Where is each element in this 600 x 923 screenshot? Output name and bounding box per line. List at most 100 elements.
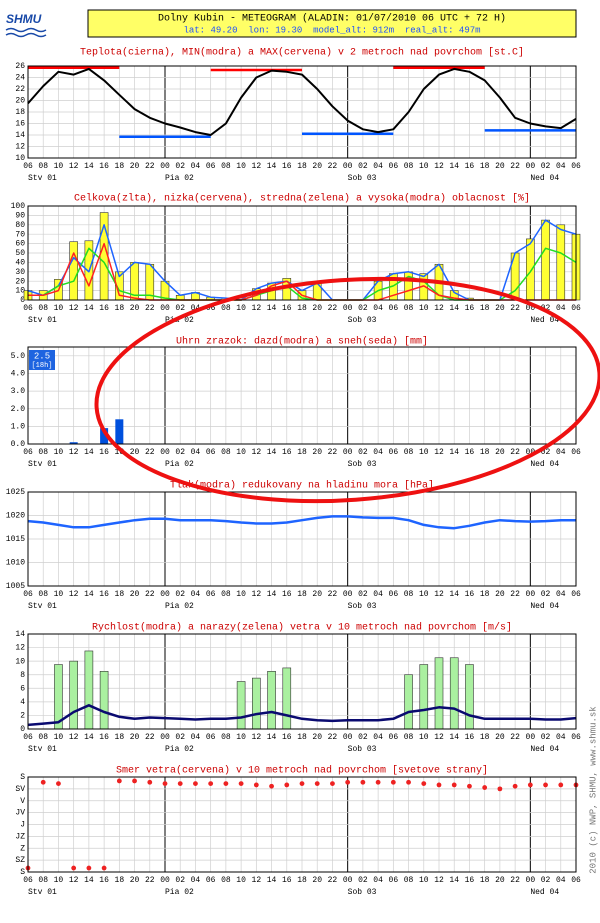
dot [314, 781, 320, 786]
header-title: Dolny Kubin - METEOGRAM (ALADIN: 01/07/2… [158, 13, 506, 25]
x-tick-label: 12 [69, 876, 79, 885]
x-tick-label: 14 [267, 304, 277, 313]
day-label: Stv 01 [28, 316, 57, 325]
dot [223, 781, 229, 786]
x-tick-label: 06 [23, 162, 33, 171]
y-tick-label: S [20, 773, 25, 782]
bar [115, 419, 124, 444]
x-tick-label: 16 [99, 590, 109, 599]
x-tick-label: 10 [54, 162, 64, 171]
y-tick-label: JV [15, 809, 25, 818]
y-tick-label: 30 [15, 268, 25, 277]
dot [360, 779, 366, 785]
x-tick-label: 12 [434, 304, 444, 313]
x-tick-label: 00 [160, 733, 170, 742]
x-tick-label: 08 [404, 590, 414, 599]
x-tick-label: 12 [434, 590, 444, 599]
y-tick-label: 12 [15, 143, 25, 152]
x-tick-label: 14 [449, 304, 459, 313]
dot [558, 782, 564, 788]
day-label: Stv 01 [28, 602, 57, 611]
x-tick-label: 18 [115, 876, 125, 885]
x-tick-label: 10 [236, 733, 246, 742]
x-tick-label: 12 [252, 304, 262, 313]
x-tick-label: 14 [267, 876, 277, 885]
x-tick-label: 08 [38, 733, 48, 742]
x-tick-label: 20 [130, 876, 140, 885]
x-tick-label: 10 [236, 590, 246, 599]
x-tick-label: 22 [328, 590, 338, 599]
x-tick-label: 22 [328, 304, 338, 313]
y-tick-label: 12 [15, 644, 25, 653]
x-tick-label: 08 [404, 162, 414, 171]
day-label: Stv 01 [28, 460, 57, 469]
x-tick-label: 06 [23, 304, 33, 313]
x-tick-label: 16 [282, 876, 292, 885]
dot [208, 781, 214, 786]
y-tick-label: 16 [15, 120, 25, 129]
x-tick-label: 22 [328, 448, 338, 457]
x-tick-label: 02 [358, 304, 368, 313]
bar [99, 671, 109, 730]
x-tick-label: 14 [267, 590, 277, 599]
x-tick-label: 02 [358, 162, 368, 171]
day-label: Sob 03 [348, 316, 377, 325]
x-tick-label: 08 [404, 733, 414, 742]
dot [451, 782, 457, 788]
day-label: Stv 01 [28, 745, 57, 754]
x-tick-label: 22 [328, 162, 338, 171]
x-tick-label: 06 [389, 162, 399, 171]
day-label: Pia 02 [165, 174, 194, 183]
chart-title: Uhrn zrazok: dazd(modra) a sneh(seda) [m… [176, 336, 428, 348]
y-tick-label: 1015 [6, 535, 25, 544]
chart-title: Tlak(modra) redukovany na hladinu mora [… [170, 480, 434, 492]
y-tick-label: JZ [15, 832, 25, 841]
day-label: Stv 01 [28, 174, 57, 183]
x-tick-label: 20 [495, 876, 505, 885]
x-tick-label: 04 [556, 590, 566, 599]
x-tick-label: 10 [419, 590, 429, 599]
day-label: Ned 04 [530, 745, 559, 754]
x-tick-label: 16 [465, 162, 475, 171]
x-tick-label: 14 [449, 733, 459, 742]
x-tick-label: 02 [175, 590, 185, 599]
annotation: [18h] [31, 362, 52, 370]
y-tick-label: 2 [20, 712, 25, 721]
x-tick-label: 04 [556, 304, 566, 313]
x-tick-label: 00 [343, 162, 353, 171]
x-tick-label: 12 [252, 448, 262, 457]
line [27, 704, 577, 727]
x-tick-label: 04 [191, 590, 201, 599]
logo: SHMU [5, 12, 47, 38]
y-tick-label: 5.0 [11, 352, 26, 361]
x-tick-label: 00 [526, 733, 536, 742]
x-tick-label: 00 [160, 162, 170, 171]
annotation-box [29, 350, 55, 370]
day-label: Sob 03 [348, 602, 377, 611]
x-tick-label: 20 [495, 448, 505, 457]
x-tick-label: 04 [373, 162, 383, 171]
highlight-ellipse [94, 276, 600, 504]
logo-wave [5, 27, 47, 33]
y-tick-label: 60 [15, 240, 25, 249]
x-tick-label: 08 [38, 876, 48, 885]
credit: 2010 (c) NWP, SHMU, www.shmu.sk [588, 706, 598, 873]
x-tick-label: 22 [145, 304, 155, 313]
bar [100, 428, 109, 444]
x-tick-label: 06 [206, 162, 216, 171]
x-tick-label: 16 [465, 876, 475, 885]
dot [406, 779, 411, 785]
x-tick-label: 00 [526, 448, 536, 457]
x-tick-label: 12 [434, 448, 444, 457]
x-tick-label: 04 [373, 448, 383, 457]
plot-frame [27, 65, 577, 159]
x-tick-label: 10 [54, 448, 64, 457]
x-tick-label: 06 [206, 448, 216, 457]
chart-title: Celkova(zlta), nizka(cervena), stredna(z… [74, 193, 530, 205]
x-tick-label: 20 [312, 162, 322, 171]
logo-wave [5, 32, 47, 38]
x-tick-label: 16 [99, 162, 109, 171]
x-tick-label: 04 [373, 733, 383, 742]
x-tick-label: 20 [130, 162, 140, 171]
